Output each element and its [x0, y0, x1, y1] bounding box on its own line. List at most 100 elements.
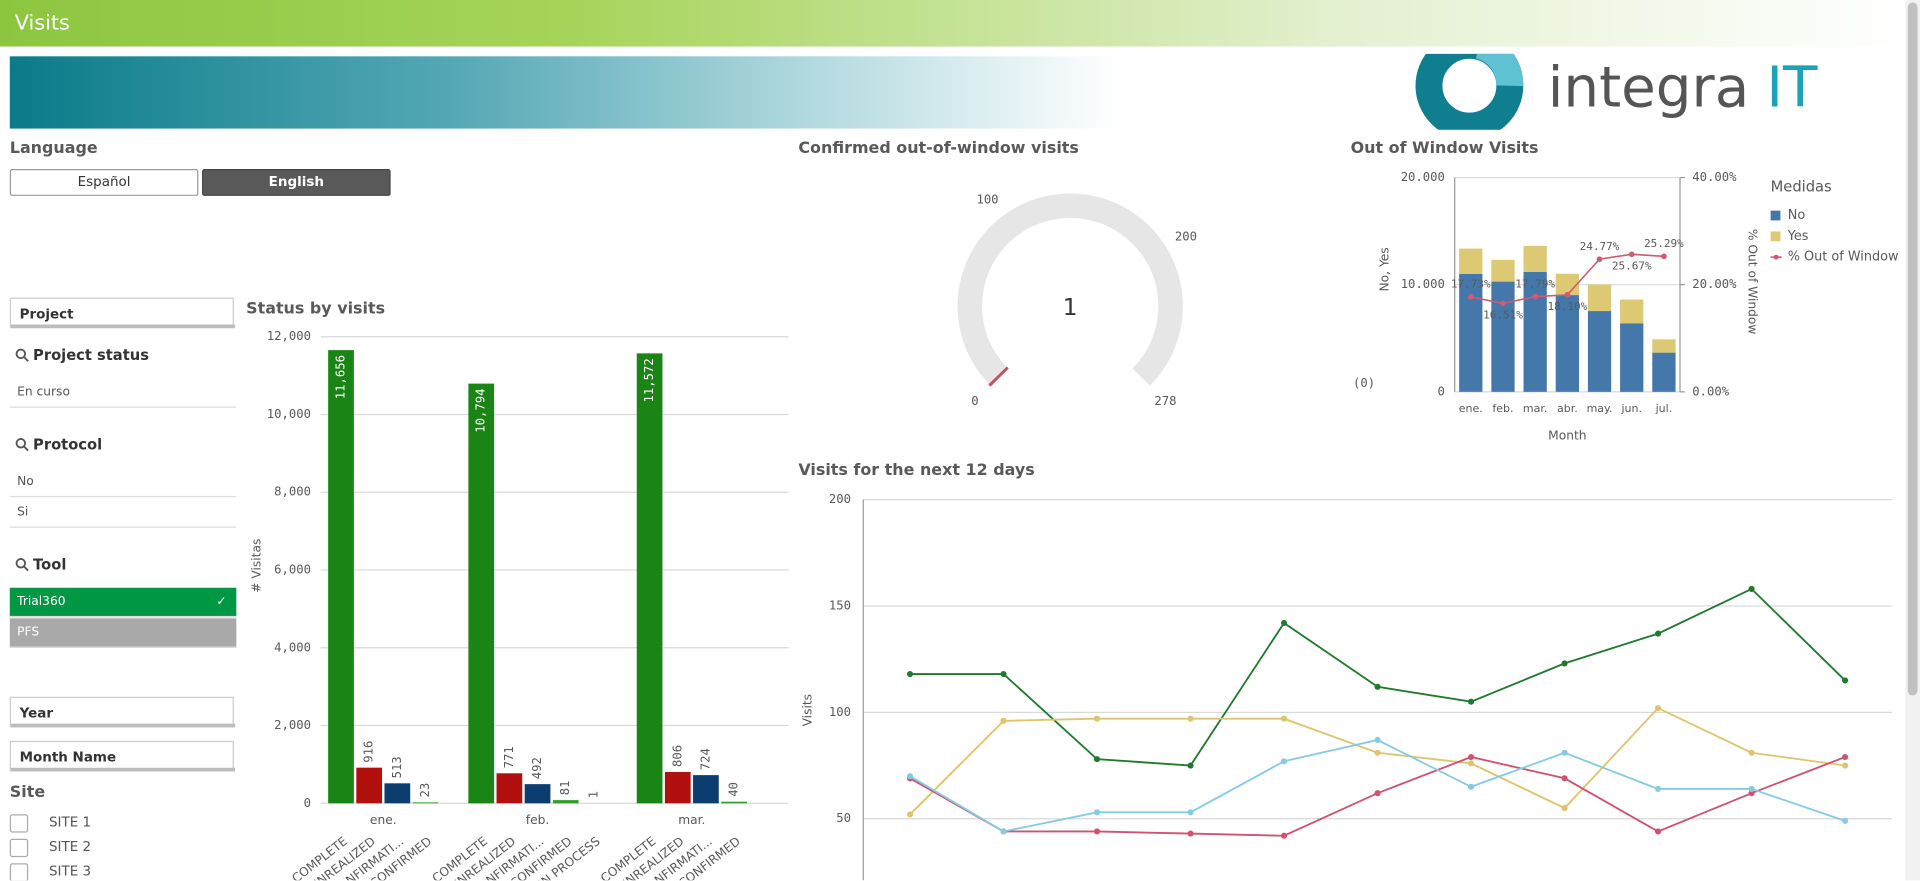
filter-title: Project status [33, 346, 149, 364]
y-tick-label: 0 [1438, 384, 1445, 398]
header-title: Visits [14, 11, 70, 36]
language-button[interactable]: English [202, 168, 391, 196]
chart-title: Status by visits [246, 300, 386, 319]
checkbox-label[interactable]: SITE 1 [48, 814, 92, 831]
line-point [1655, 630, 1662, 637]
filter-item[interactable]: Trial360 ✓ [9, 587, 237, 618]
x-tick-label: mar. [1523, 402, 1548, 415]
line-point [1532, 293, 1538, 300]
bar [384, 783, 411, 804]
line-point [1187, 809, 1194, 816]
line-point [1661, 253, 1667, 260]
y2-axis-label: % Out of Window [1746, 229, 1760, 335]
filter-item[interactable]: En curso [9, 378, 237, 408]
y-tick-label: 0 [304, 796, 311, 810]
bar [328, 350, 354, 804]
line-point [1374, 749, 1381, 756]
gauge-track [957, 193, 1183, 386]
bar [636, 353, 663, 804]
search-lens [15, 438, 27, 449]
y-tick-label: 2,000 [274, 718, 311, 732]
value-label: 25.67% [1612, 260, 1652, 273]
line-point [1655, 705, 1662, 712]
filter-item-label: Si [17, 505, 29, 520]
value-label: 916 [362, 741, 376, 763]
y-axis-label: No, Yes [1377, 247, 1391, 291]
line-point [1655, 828, 1662, 835]
line-series [909, 756, 1846, 837]
value-label: 17.73% [1451, 278, 1491, 291]
x-tick-label: abr. [1557, 402, 1578, 415]
filter-bar [11, 324, 236, 329]
x-tick-label: mar. [678, 813, 705, 827]
line-series [909, 706, 1846, 816]
search-icon [15, 558, 29, 572]
filter-header: Project status [10, 345, 237, 372]
search-handle [23, 356, 29, 362]
filter-item-label: En curso [17, 385, 70, 400]
value-label: 1 [586, 791, 600, 798]
x-tick-label: jun. [1620, 402, 1642, 415]
checkbox-label[interactable]: SITE 2 [48, 838, 92, 855]
legend-label: % Out of Window [1788, 250, 1899, 265]
y-axis-label: Visits [801, 694, 815, 726]
checkbox[interactable] [9, 814, 29, 833]
y-tick-label: 10,000 [267, 407, 311, 421]
scrollbar-thumb[interactable] [1907, 2, 1918, 696]
gauge-tick-label: 200 [1175, 230, 1197, 244]
line-point [1093, 756, 1101, 763]
line-point [1187, 762, 1194, 769]
line-point [1628, 251, 1635, 258]
line-point [906, 811, 914, 818]
line-point [1000, 717, 1007, 724]
value-label: 11,572 [642, 358, 656, 402]
line-point [1748, 749, 1755, 756]
line-point [1467, 783, 1475, 790]
filter-item[interactable]: PFS [9, 618, 237, 648]
checkbox-label[interactable]: SITE 3 [48, 863, 92, 880]
x-tick-label: jul. [1655, 402, 1673, 415]
line-point [1561, 775, 1568, 782]
header-bar: Visits [0, 0, 1906, 47]
filter-title: Tool [33, 555, 67, 574]
bar-segment [1587, 311, 1612, 392]
line-point [906, 773, 914, 780]
scrollbar[interactable] [1905, 0, 1920, 881]
filter-item[interactable]: Si [9, 498, 237, 528]
bar-segment [1491, 281, 1515, 392]
bar-segment [1459, 273, 1483, 392]
legend-label: No [1788, 208, 1806, 223]
bar [468, 383, 495, 804]
gauge-tick-label: 0 [971, 394, 978, 408]
line-point [1000, 670, 1007, 678]
bar-segment [1459, 248, 1483, 274]
language-button[interactable]: Español [9, 168, 199, 196]
logo: integra IT [1415, 53, 1818, 130]
line-point [1500, 300, 1506, 307]
line-point [1842, 762, 1849, 769]
filter-header: Tool [10, 555, 237, 582]
bar-segment [1587, 284, 1612, 312]
checkbox[interactable] [9, 838, 29, 858]
gauge-value-label: 1 [1063, 294, 1078, 321]
line-point [1280, 758, 1288, 765]
chart-title: Confirmed out-of-window visits [798, 139, 1079, 158]
filter-title: Protocol [33, 435, 103, 454]
search-lens [15, 348, 27, 360]
search-handle [23, 445, 29, 452]
bar [356, 767, 383, 804]
combo-chart: 0 10.000 20.000 0.00% 20.00% 40.00% 17.73% 16.5… [1353, 170, 1899, 442]
x-tick-label: may. [1587, 402, 1613, 415]
value-label: 771 [502, 746, 516, 768]
bar-segment [1491, 259, 1515, 282]
logo-ring-accent [1475, 53, 1524, 87]
y-tick-label: 12,000 [267, 329, 311, 343]
value-label: 18.10% [1547, 300, 1587, 313]
y-tick-label: 20.000 [1401, 170, 1445, 184]
bar-segment [1620, 299, 1644, 324]
bar-segment [1620, 323, 1644, 392]
filter-item[interactable]: No [9, 467, 237, 498]
filter-bar [11, 767, 236, 772]
checkbox[interactable] [9, 863, 29, 881]
line-point [1280, 715, 1288, 722]
